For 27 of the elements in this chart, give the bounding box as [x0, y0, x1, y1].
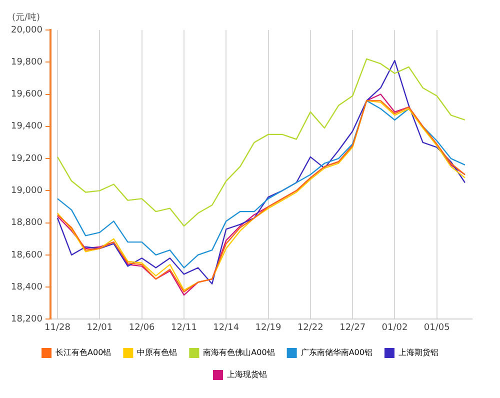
legend-label: 上海期货铝	[398, 348, 438, 358]
x-tick-label: 12/19	[255, 322, 282, 333]
y-tick-label: 19,800	[10, 57, 43, 68]
legend-label: 南海有色佛山A00铝	[203, 348, 275, 358]
legend-label: 长江有色A00铝	[56, 348, 112, 358]
y-tick-label: 19,000	[10, 186, 43, 196]
x-tick-label: 11/28	[44, 322, 71, 333]
y-tick-label: 18,800	[10, 218, 43, 228]
y-tick-label: 20,000	[10, 25, 43, 36]
y-tick-label: 18,200	[10, 314, 43, 325]
x-tick-label: 12/27	[340, 322, 366, 333]
y-axis-title: (元/吨)	[12, 12, 40, 23]
legend-label: 中原有色铝	[137, 348, 178, 358]
x-tick-label: 01/02	[382, 322, 408, 333]
y-tick-label: 19,400	[10, 122, 43, 132]
x-tick-label: 01/05	[424, 322, 450, 333]
x-tick-label: 12/11	[171, 322, 197, 333]
x-tick-label: 12/14	[213, 322, 240, 333]
x-tick-label: 12/06	[128, 322, 156, 333]
x-tick-label: 12/01	[86, 322, 113, 333]
legend-label: 广东南储华南A00铝	[300, 348, 372, 358]
legend-label: 上海现货铝	[227, 370, 267, 380]
x-tick-label: 12/22	[297, 322, 324, 333]
y-tick-label: 19,200	[10, 154, 43, 164]
y-tick-label: 18,600	[10, 250, 43, 260]
y-tick-label: 19,600	[10, 90, 43, 100]
y-tick-label: 18,400	[10, 282, 43, 292]
